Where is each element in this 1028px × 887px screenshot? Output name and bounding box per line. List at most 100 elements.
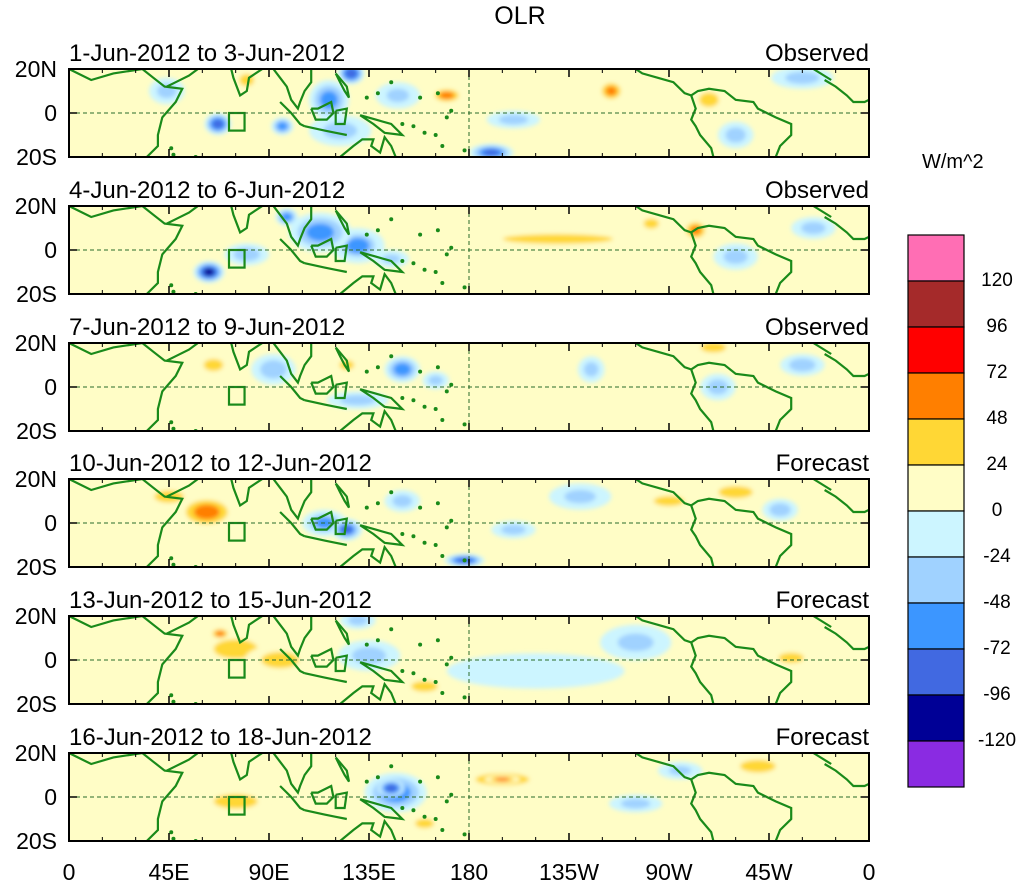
coastline (824, 763, 869, 788)
anomaly-contour (203, 358, 224, 372)
coastline (824, 489, 869, 514)
island (389, 627, 394, 632)
coastline (689, 505, 715, 567)
island (444, 662, 449, 667)
chart-title: OLR (494, 2, 546, 30)
island (433, 407, 438, 411)
coastline (334, 482, 351, 509)
anomaly-contour (215, 630, 225, 637)
coastline (272, 753, 313, 795)
coastline (334, 619, 351, 646)
island (462, 695, 467, 700)
reference-box (227, 111, 246, 132)
coastline (334, 72, 351, 99)
coastline (304, 125, 348, 137)
coastline (635, 343, 793, 431)
island (435, 91, 440, 96)
anomaly-contour (263, 362, 284, 377)
panel-field (69, 616, 869, 704)
island (440, 144, 445, 148)
island (400, 532, 405, 536)
anomaly-contour (321, 92, 337, 108)
lon-tick-label: 45W (745, 859, 793, 885)
island (400, 396, 405, 400)
coastline (812, 616, 832, 628)
panel-period-label: 7-Jun-2012 to 9-Jun-2012 (69, 314, 346, 341)
panel-4 (68, 478, 870, 568)
panel-period-label: 10-Jun-2012 to 12-Jun-2012 (69, 450, 372, 477)
panel-field (69, 206, 869, 294)
island (375, 501, 380, 506)
island (440, 418, 445, 422)
anomaly-contour (414, 682, 435, 691)
coastline (689, 95, 715, 157)
anomaly-contour (386, 785, 396, 792)
coastline (272, 69, 313, 111)
coastline (69, 343, 184, 431)
island (462, 832, 467, 837)
colorbar-swatch (907, 602, 965, 650)
island (364, 779, 369, 784)
coastline (635, 479, 793, 567)
coastline (166, 206, 199, 225)
anomaly-contour (439, 91, 455, 100)
coastline (824, 626, 869, 651)
coastline (334, 791, 349, 810)
island (444, 525, 449, 530)
anomaly-contour (392, 494, 413, 508)
coastlines (69, 343, 869, 431)
coastlines (69, 479, 869, 567)
island (411, 261, 416, 266)
reference-box (227, 658, 246, 679)
lat-tick-label: 20S (16, 691, 57, 717)
anomaly-contour (772, 504, 789, 515)
lat-tick-label: 20S (16, 418, 57, 444)
coastline (339, 134, 397, 157)
coastline (339, 818, 397, 841)
anomaly-contour (348, 616, 368, 626)
coastline (166, 343, 199, 362)
island (462, 558, 467, 563)
coastlines (69, 206, 869, 294)
anomaly-contour (583, 362, 599, 377)
anomaly-contour (382, 254, 401, 264)
coastline (166, 69, 199, 88)
coastline (824, 216, 869, 241)
island (364, 232, 369, 237)
colorbar-level-label: -24 (983, 546, 1011, 567)
island (444, 115, 449, 120)
island (418, 232, 423, 237)
lat-tick-label: 0 (44, 510, 57, 536)
panel-kind-label: Observed (764, 314, 869, 341)
anomaly-contour (740, 759, 776, 773)
lat-tick-label: 20S (16, 281, 57, 307)
coastline (689, 369, 715, 431)
island (440, 281, 445, 285)
anomaly-contour (354, 648, 384, 663)
colorbar-swatch (907, 694, 965, 742)
island (418, 505, 423, 510)
anomaly-contour (494, 777, 510, 782)
coastline (304, 672, 348, 684)
island (411, 808, 416, 813)
panels-group (68, 68, 870, 842)
coastline (635, 616, 793, 704)
anomaly-contour (415, 818, 434, 829)
coastlines (69, 753, 869, 841)
reference-box (227, 248, 246, 269)
coastline (334, 346, 351, 373)
coastline (279, 101, 306, 128)
anomaly-contour (801, 221, 826, 235)
island (433, 270, 438, 274)
coastline (359, 661, 406, 684)
island (169, 283, 174, 288)
lat-tick-label: 0 (44, 100, 57, 126)
lat-tick-label: 20N (14, 193, 57, 219)
anomaly-contour (617, 633, 654, 652)
island (389, 80, 394, 85)
coastline (279, 238, 306, 265)
coastline (69, 69, 184, 157)
panel-kind-label: Observed (764, 177, 869, 204)
island (411, 671, 416, 676)
coastline (310, 784, 335, 805)
